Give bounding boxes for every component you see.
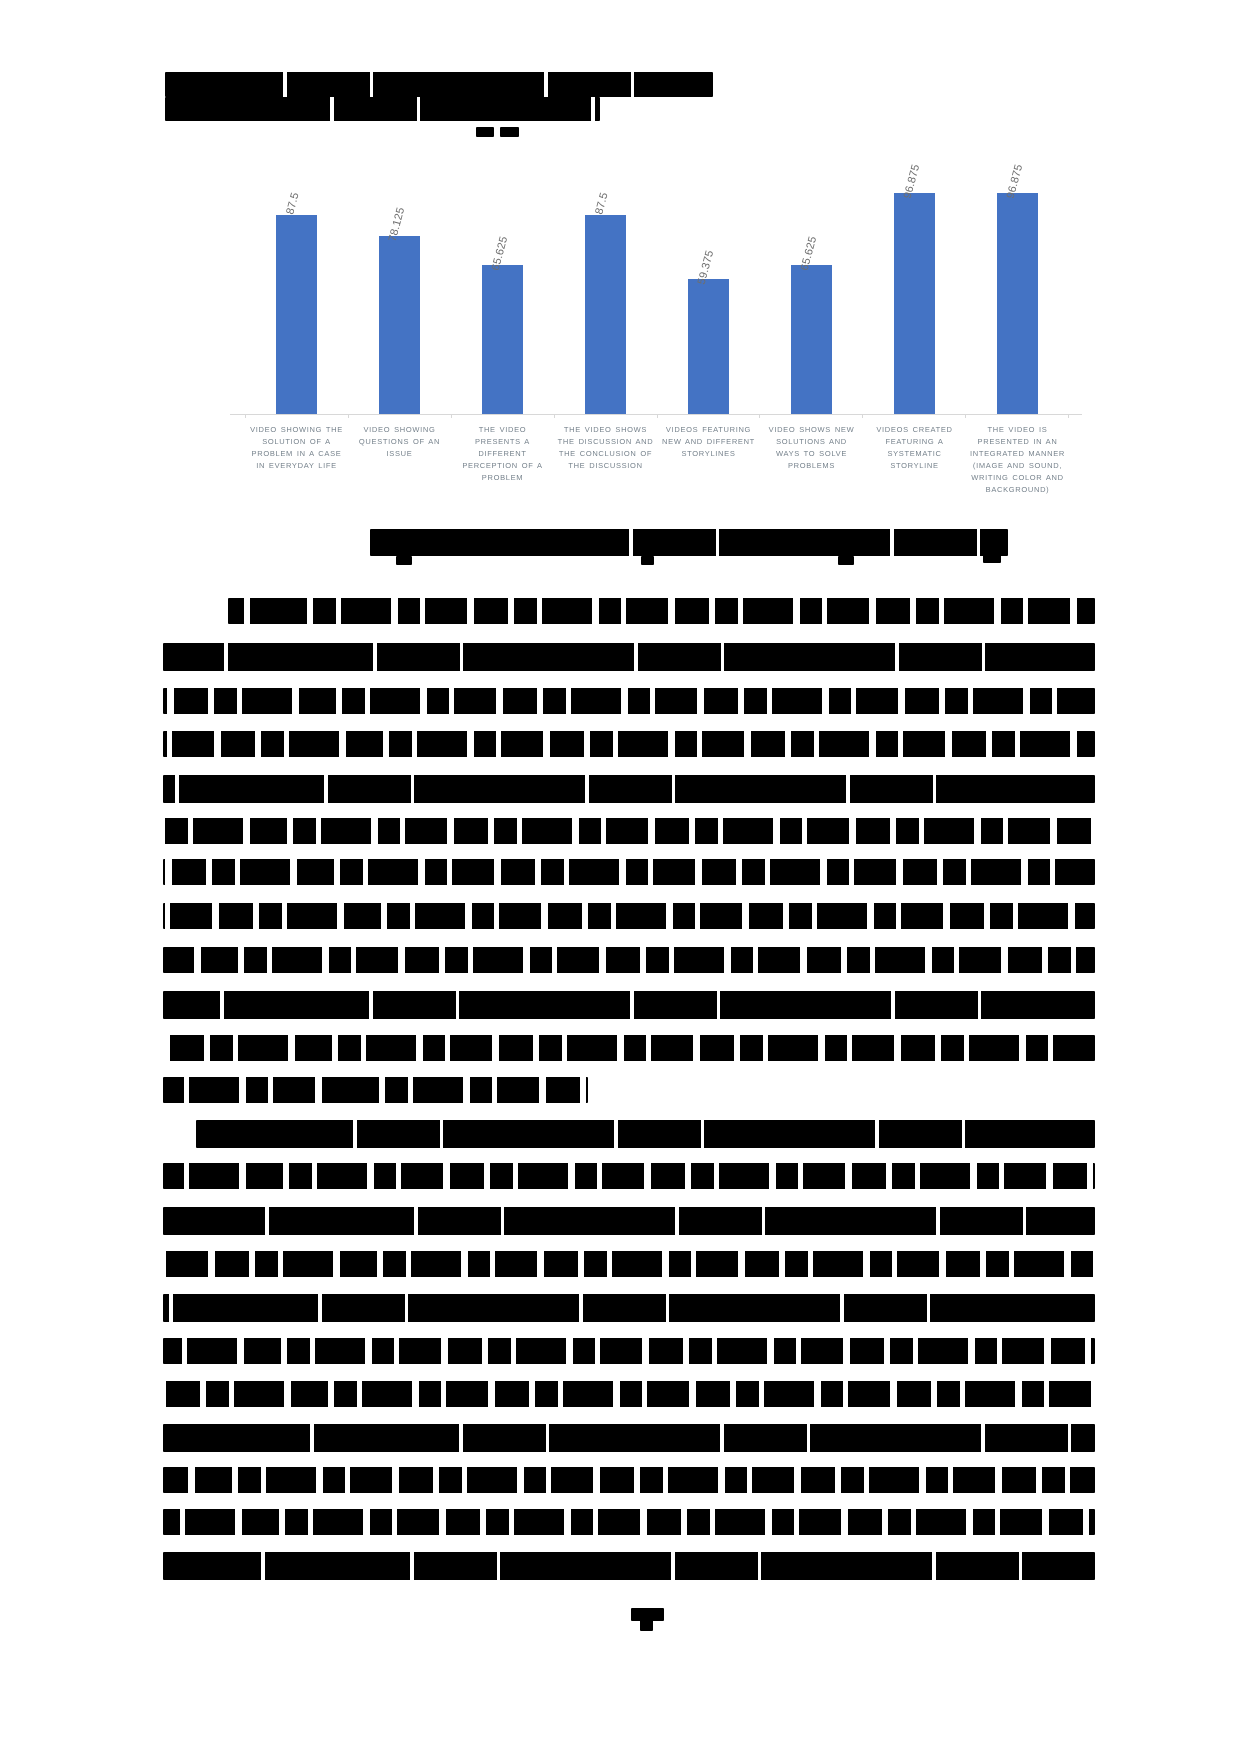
bar-value-label: 65.625	[489, 235, 510, 272]
chart-column: 87.5	[245, 128, 348, 415]
bar-value-label: 65.625	[798, 235, 819, 272]
x-axis-ticks	[245, 414, 1069, 418]
redacted-text-line	[163, 731, 1095, 757]
chart-column: 78.125	[348, 128, 451, 415]
axis-tick	[347, 414, 451, 418]
bar-value-label: 78.125	[386, 206, 407, 243]
redacted-text-line	[163, 1338, 1095, 1364]
ink-blob	[476, 127, 494, 137]
redacted-text-line	[163, 1294, 1095, 1322]
category-label: THE VIDEO IS PRESENTED IN AN INTEGRATED …	[970, 425, 1065, 494]
category-axis-labels: VIDEO SHOWING THE SOLUTION OF A PROBLEM …	[245, 424, 1069, 496]
redacted-text-line	[163, 1552, 1095, 1580]
redacted-text-line	[163, 1381, 1095, 1407]
category-label: VIDEO SHOWING THE SOLUTION OF A PROBLEM …	[250, 425, 343, 470]
redacted-text-line	[163, 903, 1095, 929]
chart-column: 87.5	[554, 128, 657, 415]
ink-blob	[838, 556, 854, 565]
category-label: THE VIDEO SHOWS THE DISCUSSION AND THE C…	[557, 425, 654, 470]
redacted-text-line	[163, 1163, 1095, 1189]
redacted-text-line	[163, 688, 1095, 714]
bar: 78.125	[379, 206, 420, 415]
bar-value-label: 87.5	[592, 191, 611, 216]
axis-tick	[965, 414, 1069, 418]
ink-blob	[983, 552, 1001, 563]
redacted-text-line	[163, 818, 1095, 844]
redacted-text-line	[163, 1077, 588, 1103]
page-number-ink	[640, 1620, 653, 1631]
redacted-text-line	[163, 859, 1095, 885]
category-label: VIDEO SHOWING QUESTIONS OF AN ISSUE	[358, 425, 441, 458]
redacted-text-line	[163, 775, 1095, 803]
category-label: VIDEOS CREATED FEATURING A SYSTEMATIC ST…	[876, 425, 953, 470]
redacted-caption-line	[370, 529, 1008, 556]
chart-column: 65.625	[451, 128, 554, 415]
bar: 65.625	[482, 235, 523, 415]
redacted-text-line	[196, 1120, 1095, 1148]
redacted-text-line	[163, 1251, 1095, 1277]
redacted-header-line	[165, 97, 600, 121]
chart-column: 65.625	[760, 128, 863, 415]
redacted-text-line	[163, 643, 1095, 671]
redacted-text-line	[163, 991, 1095, 1019]
redacted-text-line	[163, 1424, 1095, 1452]
chart-column: 96.875	[863, 128, 966, 415]
bar-value-label: 87.5	[283, 191, 302, 216]
category-label: VIDEOS FEATURING NEW AND DIFFERENT STORY…	[662, 425, 755, 458]
axis-tick	[656, 414, 760, 418]
redacted-header-line	[165, 72, 713, 97]
bar-chart: 87.5 78.125 65.625 87.5 59.375 65.625 96.875 96…	[245, 128, 1069, 415]
bar: 87.5	[276, 191, 317, 415]
redacted-text-line	[163, 1467, 1095, 1493]
bar-value-label: 59.375	[695, 249, 716, 286]
bar: 59.375	[688, 249, 729, 415]
bar: 65.625	[791, 235, 832, 415]
redacted-text-line	[163, 1207, 1095, 1235]
bar-value-label: 96.875	[901, 163, 922, 200]
redacted-text-line	[163, 1509, 1095, 1535]
category-label: VIDEO SHOWS NEW SOLUTIONS AND WAYS TO SO…	[768, 425, 855, 470]
redacted-text-line	[163, 947, 1095, 973]
x-axis-line	[230, 414, 1082, 415]
ink-blob	[500, 127, 519, 137]
chart-column: 96.875	[966, 128, 1069, 415]
redacted-text-line	[163, 1035, 1095, 1061]
chart-column: 59.375	[657, 128, 760, 415]
bar: 96.875	[997, 163, 1038, 415]
bar: 96.875	[894, 163, 935, 415]
axis-tick	[862, 414, 965, 418]
bar: 87.5	[585, 191, 626, 415]
category-label: THE VIDEO PRESENTS A DIFFERENT PERCEPTIO…	[462, 425, 543, 482]
redacted-text-line	[228, 598, 1095, 624]
axis-tick	[553, 414, 657, 418]
ink-blob	[396, 556, 412, 565]
axis-tick	[759, 414, 862, 418]
bar-chart-plot-area: 87.5 78.125 65.625 87.5 59.375 65.625 96.875 96…	[245, 128, 1069, 415]
page-number-ink	[631, 1608, 664, 1621]
axis-tick	[245, 414, 348, 418]
ink-blob	[641, 556, 654, 565]
axis-tick	[450, 414, 554, 418]
bar-value-label: 96.875	[1004, 163, 1025, 200]
